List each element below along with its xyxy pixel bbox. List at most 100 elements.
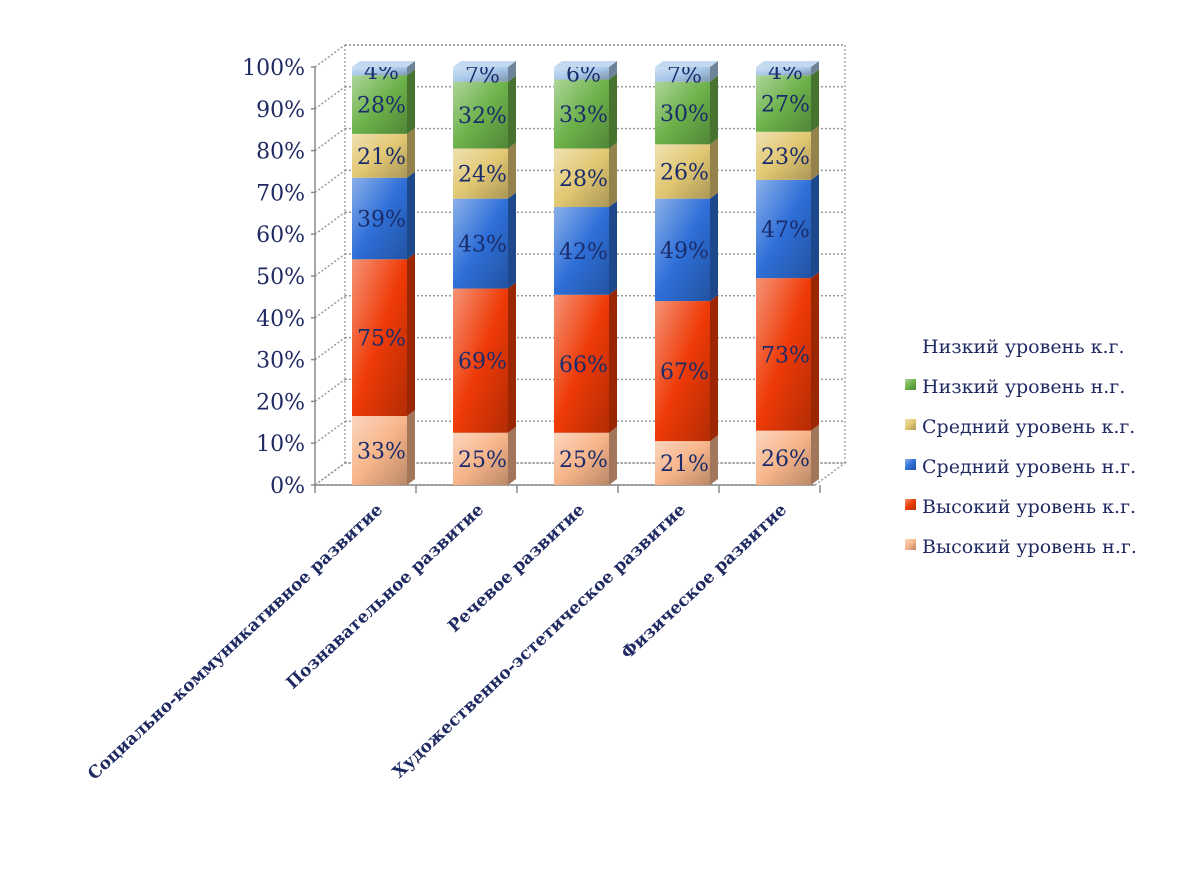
bar-front xyxy=(352,75,407,134)
y-tick-label: 20% xyxy=(256,390,305,415)
bar-front xyxy=(453,81,508,149)
bar-segment: 25% xyxy=(554,426,617,485)
bar-side xyxy=(407,61,415,76)
y-tick-label: 0% xyxy=(270,474,305,499)
bar-front xyxy=(655,81,710,145)
bar-segment: 32% xyxy=(453,75,516,149)
bar-side xyxy=(508,192,516,289)
legend-label: Низкий уровень к.г. xyxy=(922,336,1125,358)
bar-segment: 75% xyxy=(352,253,415,417)
grid-side-100 xyxy=(314,44,346,68)
bar-side xyxy=(710,61,718,82)
bar-side xyxy=(508,426,516,485)
bar-segment: 28% xyxy=(554,142,617,208)
legend-item: Высокий уровень к.г. xyxy=(905,496,1136,518)
grid-side-30 xyxy=(314,336,346,361)
data-label: 73% xyxy=(761,343,810,368)
legend-item: Средний уровень н.г. xyxy=(905,456,1136,478)
bar-side xyxy=(407,127,415,178)
grid-side-10 xyxy=(314,420,346,444)
legend-label: Высокий уровень н.г. xyxy=(922,536,1137,558)
bar-front xyxy=(756,430,811,485)
data-label: 7% xyxy=(465,63,500,88)
data-label: 7% xyxy=(667,63,702,88)
bar-side xyxy=(609,61,617,80)
data-label: 39% xyxy=(357,208,406,233)
y-tick-label: 30% xyxy=(256,349,305,374)
data-label: 25% xyxy=(458,448,507,473)
bar-side xyxy=(609,201,617,295)
bar-segment: 23% xyxy=(756,125,819,180)
x-category-label: Физическое развитие xyxy=(618,500,791,664)
grid-side-80 xyxy=(314,127,346,152)
bar-front xyxy=(655,441,710,485)
bar-side xyxy=(710,192,718,302)
bar-front xyxy=(453,288,508,433)
bar-side xyxy=(811,424,819,485)
data-label: 30% xyxy=(660,102,709,127)
data-label: 66% xyxy=(559,353,608,378)
bar-side xyxy=(811,173,819,279)
y-tick-label: 10% xyxy=(256,432,305,457)
bar-front xyxy=(756,67,811,76)
bar-front xyxy=(554,432,609,485)
bar-side xyxy=(508,282,516,433)
bar-side xyxy=(508,75,516,149)
bar-segment: 21% xyxy=(352,127,415,178)
bar-side xyxy=(407,69,415,134)
bar-side xyxy=(508,142,516,199)
bar-front xyxy=(756,131,811,180)
grid-side-60 xyxy=(314,211,346,235)
bar-segment: 49% xyxy=(655,192,718,302)
bar-front xyxy=(655,301,710,442)
y-tick-label: 90% xyxy=(256,98,305,123)
legend-swatch xyxy=(905,499,916,510)
bars: 33%75%39%21%28%4%25%69%43%24%32%7%25%66%… xyxy=(352,60,819,485)
data-label: 21% xyxy=(660,452,709,477)
bar-segment: 73% xyxy=(756,272,819,431)
data-label: 33% xyxy=(559,103,608,128)
bar-segment: 47% xyxy=(756,173,819,279)
bar-segment: 28% xyxy=(352,69,415,134)
y-tick-label: 100% xyxy=(242,56,305,81)
bar-segment: 7% xyxy=(655,61,718,88)
data-label: 42% xyxy=(559,240,608,265)
bar-front xyxy=(453,148,508,199)
bar-front xyxy=(554,148,609,208)
legend-label: Средний уровень к.г. xyxy=(922,416,1135,438)
data-label: 33% xyxy=(357,440,406,465)
data-label: 32% xyxy=(458,104,507,129)
data-label: 49% xyxy=(660,239,709,264)
bar-segment: 39% xyxy=(352,171,415,260)
bar-front xyxy=(352,133,407,178)
bar-side xyxy=(508,61,516,82)
legend-item: Низкий уровень к.г. xyxy=(922,336,1125,358)
bar-front xyxy=(352,177,407,260)
bar-front xyxy=(352,67,407,76)
bar-segment: 27% xyxy=(756,69,819,132)
data-label: 21% xyxy=(357,145,406,170)
grid-side-40 xyxy=(314,295,346,319)
bar-side xyxy=(811,125,819,180)
y-tick-label: 40% xyxy=(256,307,305,332)
data-label: 67% xyxy=(660,360,709,385)
bar-front xyxy=(655,198,710,302)
bar-top xyxy=(756,61,819,67)
y-tick-label: 50% xyxy=(256,265,305,290)
y-tick-label: 60% xyxy=(256,223,305,248)
data-label: 26% xyxy=(761,447,810,472)
bar-front xyxy=(756,278,811,431)
bar-top xyxy=(352,61,415,67)
bar-segment: 30% xyxy=(655,75,718,145)
data-label: 43% xyxy=(458,233,507,258)
bar-side xyxy=(609,426,617,485)
legend-swatch xyxy=(905,419,916,430)
legend-label: Высокий уровень к.г. xyxy=(922,496,1136,518)
bar-front xyxy=(554,207,609,295)
bar-segment: 33% xyxy=(352,410,415,485)
data-label: 25% xyxy=(559,448,608,473)
bar-front xyxy=(554,79,609,149)
legend-item: Средний уровень к.г. xyxy=(905,416,1135,438)
bar-front xyxy=(756,75,811,132)
